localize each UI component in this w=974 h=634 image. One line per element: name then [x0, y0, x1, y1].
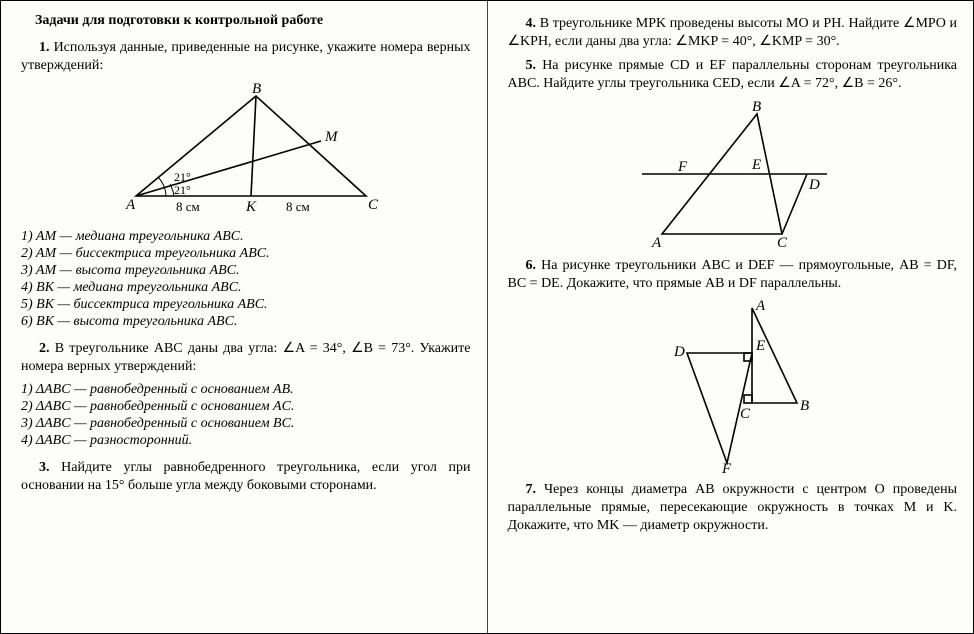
- left-column: Задачи для подготовки к контрольной рабо…: [1, 1, 487, 633]
- label-B: B: [800, 398, 809, 414]
- problem-number: 7.: [526, 482, 537, 497]
- seg-1: 8 см: [176, 199, 200, 214]
- problem-2-options: 1) ΔABC — равнобедренный с основанием AB…: [21, 382, 471, 449]
- figure-1: A B C K M 21° 21° 8 см 8 см: [96, 81, 396, 221]
- angle-1: 21°: [174, 170, 191, 184]
- label-A: A: [755, 298, 766, 314]
- option: 2) AM — биссектриса треугольника ABC.: [21, 246, 471, 262]
- page-title: Задачи для подготовки к контрольной рабо…: [35, 13, 471, 29]
- problem-7-text: 7. Через концы диаметра AB окружности с …: [508, 481, 958, 535]
- label-F: F: [721, 461, 732, 473]
- angle-2: 21°: [174, 183, 191, 197]
- problem-body: На рисунке треугольники ABC и DEF — прям…: [508, 258, 958, 291]
- label-D: D: [673, 344, 685, 360]
- problem-2-text: 2. В треугольнике ABC даны два угла: ∠A …: [21, 340, 471, 376]
- problem-body: Через концы диаметра AB окружности с цен…: [508, 482, 958, 533]
- problem-number: 4.: [526, 16, 537, 31]
- problem-number: 6.: [526, 258, 537, 273]
- label-B: B: [252, 81, 261, 97]
- page: Задачи для подготовки к контрольной рабо…: [0, 0, 974, 634]
- problem-5-text: 5. На рисунке прямые CD и EF параллельны…: [508, 57, 958, 93]
- option: 4) ΔABC — разносторонний.: [21, 433, 471, 449]
- problem-body: Найдите углы равнобедренного треугольник…: [21, 460, 471, 493]
- problem-3-text: 3. Найдите углы равнобедренного треуголь…: [21, 459, 471, 495]
- label-A: A: [125, 197, 136, 213]
- label-C: C: [777, 235, 788, 249]
- label-B: B: [752, 99, 761, 115]
- option: 6) BK — высота треугольника ABC.: [21, 314, 471, 330]
- problem-body: Используя данные, приведенные на рисунке…: [21, 40, 471, 73]
- problem-6-text: 6. На рисунке треугольники ABC и DEF — п…: [508, 257, 958, 293]
- problem-1-options: 1) AM — медиана треугольника ABC. 2) AM …: [21, 229, 471, 330]
- label-D: D: [808, 177, 820, 193]
- option: 3) ΔABC — равнобедренный с основанием BC…: [21, 416, 471, 432]
- figure-5: A C B F E D: [612, 99, 852, 249]
- problem-number: 5.: [526, 58, 537, 73]
- label-F: F: [677, 159, 688, 175]
- problem-body: На рисунке прямые CD и EF параллельны ст…: [508, 58, 958, 91]
- problem-body: В треугольнике MPK проведены высоты MO и…: [508, 16, 958, 49]
- label-C: C: [740, 406, 751, 422]
- problem-number: 2.: [39, 341, 50, 356]
- problem-body: В треугольнике ABC даны два угла: ∠A = 3…: [21, 341, 471, 374]
- label-A: A: [651, 235, 662, 249]
- option: 4) BK — медиана треугольника ABC.: [21, 280, 471, 296]
- option: 1) AM — медиана треугольника ABC.: [21, 229, 471, 245]
- right-column: 4. В треугольнике MPK проведены высоты M…: [488, 1, 974, 633]
- seg-2: 8 см: [286, 199, 310, 214]
- problem-number: 3.: [39, 460, 50, 475]
- problem-1-text: 1. Используя данные, приведенные на рису…: [21, 39, 471, 75]
- option: 1) ΔABC — равнобедренный с основанием AB…: [21, 382, 471, 398]
- problem-number: 1.: [39, 40, 50, 55]
- label-E: E: [751, 157, 761, 173]
- option: 5) BK — биссектриса треугольника ABC.: [21, 297, 471, 313]
- label-M: M: [324, 129, 339, 145]
- option: 2) ΔABC — равнобедренный с основанием AC…: [21, 399, 471, 415]
- problem-4-text: 4. В треугольнике MPK проведены высоты M…: [508, 15, 958, 51]
- label-C: C: [368, 197, 379, 213]
- label-E: E: [755, 338, 765, 354]
- option: 3) AM — высота треугольника ABC.: [21, 263, 471, 279]
- label-K: K: [245, 199, 257, 215]
- figure-6: A B C D E F: [632, 298, 832, 473]
